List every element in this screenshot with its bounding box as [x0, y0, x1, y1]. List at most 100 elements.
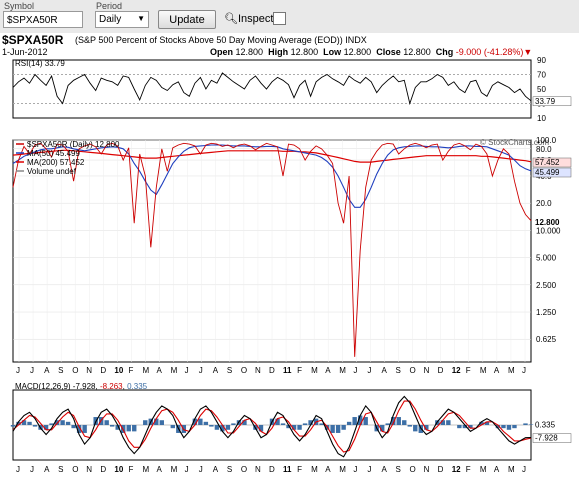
rsi-tick-label: 10: [537, 114, 546, 123]
ma50-line: [12, 144, 532, 208]
macd-hist-bar: [528, 424, 534, 425]
macd-hist-bar: [27, 421, 32, 425]
x-tick-label-bottom: M: [171, 465, 178, 474]
x-tick-label: J: [30, 366, 34, 375]
x-tick-label-bottom: J: [367, 465, 371, 474]
x-tick-label: F: [297, 366, 302, 375]
x-tick-label: M: [171, 366, 178, 375]
update-button[interactable]: Update: [158, 10, 216, 29]
rsi-frame: [12, 59, 532, 119]
inspect-toggle[interactable]: 🔍︎Inspect: [224, 12, 273, 25]
macd-hist-bar: [109, 425, 115, 427]
macd-hist-bar: [82, 425, 87, 433]
macd-hist-bar: [402, 420, 407, 425]
x-tick-label: N: [255, 366, 261, 375]
macd-hist-bar: [154, 418, 159, 425]
rsi-line: [12, 72, 532, 106]
x-tick-label: M: [311, 366, 318, 375]
price-tick-label: 20.0: [536, 199, 552, 208]
x-tick-label-bottom: O: [72, 465, 78, 474]
x-tick-label-bottom: A: [494, 465, 500, 474]
macd-last-label: -7.928: [535, 434, 558, 443]
price-legend-entry: MA(200) 57.452: [27, 158, 85, 167]
x-tick-label-bottom: F: [297, 465, 302, 474]
inspect-checkbox[interactable]: [273, 12, 286, 25]
macd-hist-bar: [209, 425, 214, 427]
macd-hist-bar: [71, 425, 76, 429]
price-legend-entry: Volume undef: [27, 167, 77, 176]
x-tick-label-bottom: A: [381, 465, 387, 474]
x-tick-label: M: [143, 366, 150, 375]
macd-hist-bar: [523, 423, 528, 425]
macd-hist-bar: [76, 425, 82, 433]
x-tick-label-bottom: A: [44, 465, 50, 474]
macd-hist-bar: [462, 425, 468, 429]
macd-hist-bar: [319, 423, 324, 425]
chart-date: 1-Jun-2012: [2, 47, 48, 57]
macd-last-label-box: [532, 433, 572, 443]
macd-hist-bar: [49, 423, 54, 425]
macd-hist-bar: [159, 420, 164, 425]
x-tick-label: M: [339, 366, 346, 375]
macd-hist-bar: [280, 423, 286, 425]
period-select[interactable]: Daily ▼: [95, 11, 149, 28]
x-tick-label-bottom: J: [185, 465, 189, 474]
macd-hist-bar: [16, 421, 21, 425]
macd-hist-bar: [495, 425, 501, 429]
macd-title: MACD(12,26,9) -7.928, -8.263, 0.335: [15, 382, 148, 391]
macd-hist-bar: [275, 418, 280, 425]
x-tick-label: F: [128, 366, 133, 375]
x-tick-label: O: [410, 366, 416, 375]
macd-hist-bar: [501, 425, 506, 429]
ohlc-line: Open 12.800 High 12.800 Low 12.800 Close…: [210, 47, 533, 57]
x-tick-label: J: [353, 366, 357, 375]
macd-hist-bar: [220, 425, 225, 432]
price-line: [12, 142, 532, 357]
macd-hist-bar: [302, 423, 308, 425]
x-tick-label: A: [494, 366, 500, 375]
price-legend-entry: MA(50) 45.499: [27, 149, 80, 158]
x-tick-label: 10: [114, 366, 123, 375]
macd-hist-bar: [60, 420, 65, 425]
inspect-label: Inspect: [237, 13, 274, 25]
x-tick-label: A: [213, 366, 219, 375]
macd-hist-bar: [65, 421, 71, 425]
macd-hist-bar: [479, 421, 484, 425]
x-tick-label-bottom: M: [339, 465, 346, 474]
macd-hist-last-label: 0.335: [535, 420, 556, 429]
x-tick-label: A: [381, 366, 387, 375]
signal-line: [12, 400, 532, 453]
x-tick-label-bottom: A: [213, 465, 219, 474]
x-tick-label-bottom: F: [128, 465, 133, 474]
rsi-last-label-box: [532, 96, 572, 107]
macd-hist-bar: [424, 425, 429, 430]
macd-hist-bar: [203, 421, 209, 425]
x-tick-label: J: [185, 366, 189, 375]
macd-hist-bar: [297, 425, 302, 430]
period-label: Period: [96, 1, 123, 11]
rsi-tick-label: 50: [537, 85, 546, 94]
price-tick-label: 1.250: [536, 308, 557, 317]
macd-hist-bar: [21, 420, 27, 425]
x-tick-label-bottom: M: [508, 465, 515, 474]
stockcharts-brand: © StockCharts.com: [480, 138, 550, 147]
x-tick-label: A: [325, 366, 331, 375]
symbol-input[interactable]: $SPXA50R: [3, 11, 83, 28]
x-tick-label-bottom: N: [255, 465, 261, 474]
ma50-last-label: 45.499: [535, 168, 560, 177]
price-tick-label: 5.000: [536, 254, 557, 263]
price-tick-label: 100.0: [536, 136, 557, 145]
macd-hist-bar: [258, 425, 264, 432]
macd-hist-bar: [225, 425, 231, 430]
macd-hist-bar: [506, 425, 512, 430]
x-tick-label: S: [396, 366, 401, 375]
x-tick-label: O: [72, 366, 78, 375]
macd-hist-bar: [446, 420, 451, 425]
macd-hist-bar: [457, 425, 462, 429]
macd-hist-bar: [43, 425, 49, 430]
x-tick-label-bottom: J: [522, 465, 526, 474]
x-tick-label-bottom: S: [396, 465, 401, 474]
magnifier-icon: 🔍︎: [224, 13, 238, 25]
rsi-title: RSI(14) 33.79: [15, 59, 65, 68]
macd-hist-bar: [468, 425, 473, 429]
